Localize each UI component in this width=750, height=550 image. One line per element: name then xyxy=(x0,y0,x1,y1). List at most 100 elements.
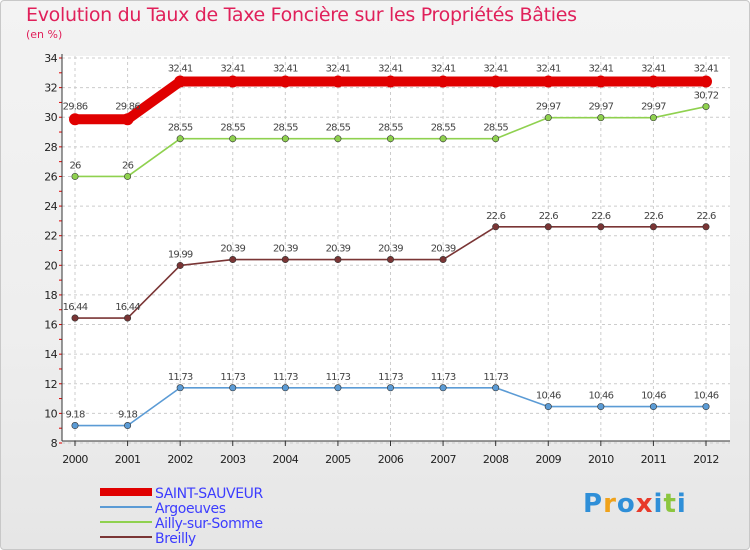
x-tick-label: 2003 xyxy=(220,453,246,466)
data-label: 22.6 xyxy=(644,211,664,222)
data-point xyxy=(544,403,552,411)
x-tick-label: 2009 xyxy=(535,453,561,466)
y-tick-label: 26 xyxy=(44,170,57,183)
data-point xyxy=(384,75,397,88)
series-points xyxy=(69,75,712,430)
data-point xyxy=(649,403,657,411)
data-point xyxy=(279,75,292,88)
data-point xyxy=(386,256,394,264)
data-label: 29.97 xyxy=(589,102,614,113)
data-label: 32.41 xyxy=(589,64,614,75)
data-point xyxy=(334,135,342,143)
data-point xyxy=(229,135,237,143)
data-label: 28.55 xyxy=(220,123,245,134)
data-label: 29.86 xyxy=(63,101,88,112)
data-label: 32.41 xyxy=(168,64,193,75)
x-tick-label: 2001 xyxy=(115,453,141,466)
data-label: 28.55 xyxy=(168,123,193,134)
data-label: 28.55 xyxy=(326,123,351,134)
data-label: 26 xyxy=(69,160,81,171)
y-tick-label: 20 xyxy=(44,259,57,272)
logo-letter: i xyxy=(653,489,664,519)
data-point xyxy=(492,135,500,143)
x-tick-label: 2010 xyxy=(588,453,614,466)
x-tick-label: 2007 xyxy=(430,453,456,466)
data-label: 11.73 xyxy=(273,372,298,383)
data-label: 11.73 xyxy=(326,372,351,383)
data-label: 22.6 xyxy=(539,211,559,222)
data-point xyxy=(702,223,710,231)
axes: 8 10 12 14 16 18 20 22 24 26 28 30 32 34 2000 2001 2002 2… xyxy=(44,52,730,466)
chart-title: Evolution du Taux de Taxe Foncière sur l… xyxy=(26,4,577,26)
data-point xyxy=(597,403,605,411)
logo-letter: o xyxy=(616,489,636,519)
data-point xyxy=(597,223,605,231)
logo-letter: P xyxy=(583,489,604,519)
data-point xyxy=(439,135,447,143)
legend-label: SAINT-SAUVEUR xyxy=(155,486,263,502)
legend-label: Breilly xyxy=(155,531,196,547)
data-label: 16.44 xyxy=(63,302,88,313)
data-label: 22.6 xyxy=(696,211,716,222)
y-tick-label: 32 xyxy=(44,82,57,95)
grid-lines xyxy=(62,56,730,444)
data-point xyxy=(544,114,552,122)
data-label: 26 xyxy=(122,160,134,171)
data-label: 11.73 xyxy=(431,372,456,383)
data-point xyxy=(597,114,605,122)
data-label: 32.41 xyxy=(694,64,719,75)
y-tick-label: 34 xyxy=(44,52,57,65)
data-label: 20.39 xyxy=(220,244,245,255)
data-label: 19.99 xyxy=(168,249,193,260)
x-tick-label: 2006 xyxy=(378,453,404,466)
plot-background xyxy=(62,56,730,441)
y-axis-unit-label: (en %) xyxy=(26,28,63,41)
y-tick-label: 30 xyxy=(44,111,57,124)
logo-letter: t xyxy=(663,489,677,519)
y-tick-label: 10 xyxy=(44,407,57,420)
data-label: 32.41 xyxy=(483,64,508,75)
data-point xyxy=(229,384,237,392)
y-tick-label: 18 xyxy=(44,289,57,302)
data-point xyxy=(281,384,289,392)
data-label: 11.73 xyxy=(220,372,245,383)
data-point xyxy=(71,314,79,322)
x-tick-label: 2008 xyxy=(483,453,509,466)
data-point xyxy=(439,256,447,264)
data-point xyxy=(226,75,239,88)
data-point xyxy=(124,314,132,322)
data-point xyxy=(71,422,79,430)
data-label: 29.97 xyxy=(536,102,561,113)
data-label: 32.41 xyxy=(378,64,403,75)
y-tick-label: 14 xyxy=(44,348,57,361)
data-point xyxy=(702,103,710,111)
data-label: 20.39 xyxy=(326,244,351,255)
logo-letter: i xyxy=(676,489,687,519)
data-point xyxy=(492,223,500,231)
legend: SAINT-SAUVEURArgoeuvesAilly-sur-SommeBre… xyxy=(100,486,264,547)
data-point xyxy=(386,384,394,392)
data-point xyxy=(334,384,342,392)
data-point xyxy=(439,384,447,392)
data-point xyxy=(542,75,555,88)
y-tick-label: 16 xyxy=(44,319,57,332)
data-label: 29.97 xyxy=(641,102,666,113)
data-labels: 9.18 9.18 11.73 11.73 11.73 11.73 11.73 11.73 11… xyxy=(63,64,720,421)
data-point xyxy=(594,75,607,88)
x-tick-label: 2004 xyxy=(273,453,299,466)
data-label: 32.41 xyxy=(273,64,298,75)
data-point xyxy=(649,223,657,231)
x-tick-label: 2011 xyxy=(641,453,667,466)
data-point xyxy=(176,384,184,392)
data-label: 30.72 xyxy=(694,91,719,102)
data-point xyxy=(174,75,187,88)
x-tick-label: 2012 xyxy=(693,453,719,466)
data-point xyxy=(71,172,79,180)
data-label: 22.6 xyxy=(591,211,611,222)
logo-letter: x xyxy=(635,489,654,519)
proxiti-logo: Proxiti xyxy=(583,489,687,519)
data-point xyxy=(492,384,500,392)
data-point xyxy=(386,135,394,143)
data-label: 20.39 xyxy=(431,244,456,255)
